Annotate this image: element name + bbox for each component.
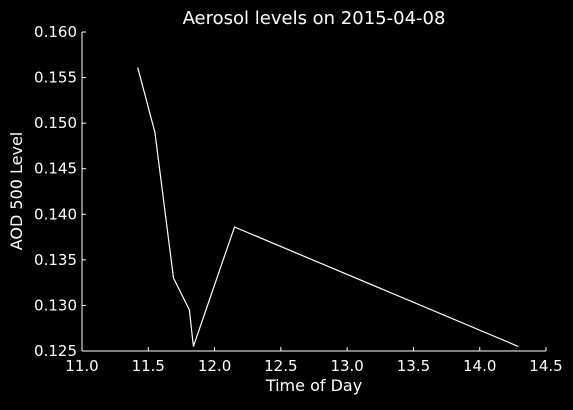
- x-axis-label: Time of Day: [265, 376, 362, 395]
- y-tick-label: 0.135: [34, 251, 77, 269]
- y-tick-label: 0.130: [34, 296, 77, 314]
- x-tick-label: 11.5: [132, 357, 165, 375]
- y-tick-label: 0.150: [34, 114, 77, 132]
- plot-area: [137, 67, 519, 347]
- y-tick-label: 0.125: [34, 342, 77, 360]
- y-axis-label: AOD 500 Level: [7, 132, 26, 251]
- y-tick-label: 0.145: [34, 160, 77, 178]
- x-tick-label: 12.5: [264, 357, 297, 375]
- y-tick-label: 0.155: [34, 69, 77, 87]
- x-axis: 11.0 11.5 12.0 12.5 13.0 13.5 14.0 14.5: [65, 347, 563, 375]
- y-tick-label: 0.140: [34, 205, 77, 223]
- x-tick-label: 13.0: [330, 357, 363, 375]
- y-axis: 0.125 0.130 0.135 0.140 0.145 0.150 0.155 0.160: [34, 23, 86, 360]
- y-tick-label: 0.160: [34, 23, 77, 41]
- x-tick-label: 12.0: [198, 357, 231, 375]
- x-tick-label: 11.0: [65, 357, 98, 375]
- x-tick-label: 14.5: [529, 357, 562, 375]
- chart-title: Aerosol levels on 2015-04-08: [183, 8, 446, 29]
- x-tick-label: 13.5: [397, 357, 430, 375]
- x-tick-label: 14.0: [463, 357, 496, 375]
- series-line-0: [137, 67, 519, 347]
